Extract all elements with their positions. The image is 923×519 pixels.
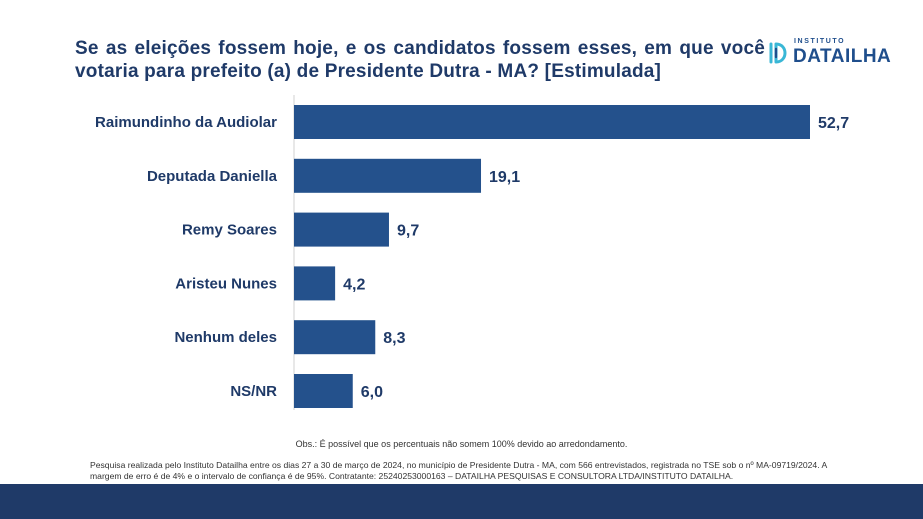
value-label-3: 4,2: [343, 276, 365, 293]
bar-4: [294, 320, 375, 354]
value-label-5: 6,0: [361, 384, 383, 401]
bar-2: [294, 213, 389, 247]
bar-5: [294, 374, 353, 408]
footer-band: [0, 484, 923, 519]
methodology-note: Pesquisa realizada pelo Instituto Datail…: [90, 460, 850, 482]
bar-chart: Raimundinho da Audiolar 52,7 Deputada Dani…: [0, 0, 923, 430]
value-label-1: 19,1: [489, 169, 520, 186]
bar-1: [294, 159, 481, 193]
category-label-1: Deputada Daniella: [147, 168, 278, 185]
bar-0: [294, 105, 810, 139]
page: Se as eleições fossem hoje, e os candida…: [0, 0, 923, 519]
value-label-0: 52,7: [818, 115, 849, 132]
category-label-5: NS/NR: [230, 383, 277, 400]
rounding-note: Obs.: É possível que os percentuais não …: [0, 439, 923, 449]
category-label-2: Remy Soares: [182, 222, 277, 239]
bar-3: [294, 266, 335, 300]
category-label-3: Aristeu Nunes: [175, 275, 277, 292]
value-label-4: 8,3: [383, 330, 405, 347]
value-label-2: 9,7: [397, 223, 419, 240]
category-label-4: Nenhum deles: [174, 329, 277, 346]
category-label-0: Raimundinho da Audiolar: [95, 114, 277, 131]
